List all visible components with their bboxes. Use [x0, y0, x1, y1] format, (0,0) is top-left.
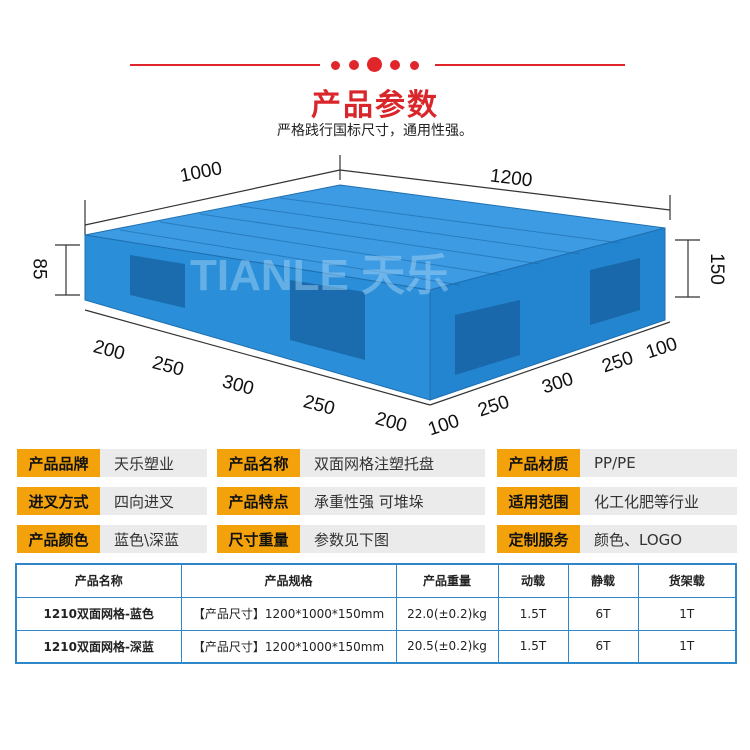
col-header: 产品规格	[180, 563, 397, 598]
cell: 1.5T	[497, 629, 569, 664]
spec-label: 产品颜色	[17, 525, 100, 553]
page-title: 产品参数	[311, 88, 439, 123]
spec-value: 参数见下图	[300, 525, 485, 553]
cell: 1.5T	[497, 596, 569, 631]
table-row: 1210双面网格-深蓝 【产品尺寸】1200*1000*150mm 20.5(±…	[15, 629, 737, 664]
spec-value: 四向进叉	[100, 487, 207, 515]
spec-color: 产品颜色 蓝色\深蓝	[17, 525, 207, 553]
watermark: TIANLE 天乐	[190, 251, 449, 300]
cell: 6T	[567, 596, 639, 631]
spec-custom: 定制服务 颜色、LOGO	[497, 525, 737, 553]
spec-label: 产品特点	[217, 487, 300, 515]
col-header: 产品名称	[15, 563, 182, 598]
table-header-row: 产品名称 产品规格 产品重量 动载 静载 货架载	[15, 563, 737, 598]
cell: 1210双面网格-深蓝	[15, 629, 182, 664]
spec-value: 颜色、LOGO	[580, 525, 737, 553]
spec-value: 双面网格注塑托盘	[300, 449, 485, 477]
spec-value: 蓝色\深蓝	[100, 525, 207, 553]
cell: 6T	[567, 629, 639, 664]
table-row: 1210双面网格-蓝色 【产品尺寸】1200*1000*150mm 22.0(±…	[15, 596, 737, 631]
spec-value: 化工化肥等行业	[580, 487, 737, 515]
product-table: 产品名称 产品规格 产品重量 动载 静载 货架载 1210双面网格-蓝色 【产品…	[15, 563, 737, 664]
dim-inner-height: 85	[28, 258, 50, 280]
col-header: 产品重量	[395, 563, 499, 598]
cell: 【产品尺寸】1200*1000*150mm	[180, 629, 397, 664]
spec-entry: 进叉方式 四向进叉	[17, 487, 207, 515]
spec-label: 进叉方式	[17, 487, 100, 515]
header-dot	[410, 61, 419, 70]
spec-label: 适用范围	[497, 487, 580, 515]
dim-total-height: 150	[705, 253, 727, 285]
spec-label: 产品材质	[497, 449, 580, 477]
header-dot	[331, 61, 340, 70]
spec-value: PP/PE	[580, 449, 737, 477]
header-line-left	[130, 64, 320, 66]
cell: 1T	[637, 596, 737, 631]
cell: 22.0(±0.2)kg	[395, 596, 499, 631]
header-dot	[349, 60, 359, 70]
spec-brand: 产品品牌 天乐塑业	[17, 449, 207, 477]
header-line-right	[435, 64, 625, 66]
spec-label: 尺寸重量	[217, 525, 300, 553]
col-header: 货架载	[637, 563, 737, 598]
spec-label: 定制服务	[497, 525, 580, 553]
spec-size: 尺寸重量 参数见下图	[217, 525, 485, 553]
header-dot	[367, 57, 382, 72]
pallet-illustration: TIANLE 天乐	[55, 155, 700, 406]
col-header: 动载	[497, 563, 569, 598]
cell: 1210双面网格-蓝色	[15, 596, 182, 631]
spec-name: 产品名称 双面网格注塑托盘	[217, 449, 485, 477]
cell: 【产品尺寸】1200*1000*150mm	[180, 596, 397, 631]
page-subtitle: 严格践行国标尺寸，通用性强。	[277, 123, 473, 139]
header-dot	[390, 60, 400, 70]
spec-label: 产品品牌	[17, 449, 100, 477]
cell: 20.5(±0.2)kg	[395, 629, 499, 664]
col-header: 静载	[567, 563, 639, 598]
spec-material: 产品材质 PP/PE	[497, 449, 737, 477]
spec-label: 产品名称	[217, 449, 300, 477]
cell: 1T	[637, 629, 737, 664]
spec-value: 承重性强 可堆垛	[300, 487, 485, 515]
spec-value: 天乐塑业	[100, 449, 207, 477]
spec-features: 产品特点 承重性强 可堆垛	[217, 487, 485, 515]
spec-scope: 适用范围 化工化肥等行业	[497, 487, 737, 515]
